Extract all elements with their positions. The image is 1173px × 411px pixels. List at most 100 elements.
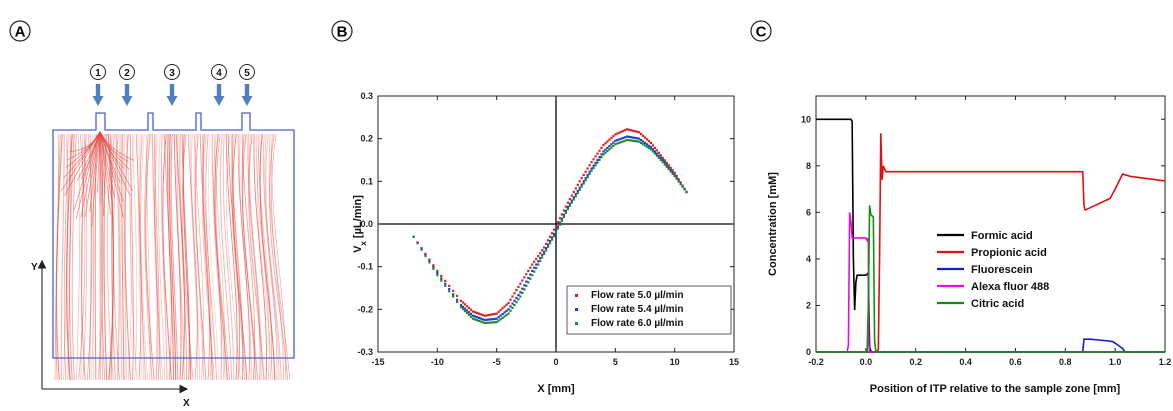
x-direction-label: X (183, 398, 190, 409)
data-point (503, 305, 506, 308)
panel-a-badge (9, 20, 31, 42)
x-tick-label: 10 (670, 357, 680, 367)
streamline (175, 133, 186, 381)
streamline (255, 133, 270, 381)
y-tick-label: 0.2 (360, 134, 373, 144)
data-point (558, 221, 562, 224)
data-point (452, 289, 455, 292)
y-tick-label: -0.1 (357, 262, 373, 272)
data-point (661, 156, 664, 159)
streamline (257, 133, 272, 381)
data-point (562, 215, 566, 218)
data-point (436, 269, 439, 273)
data-point (471, 317, 475, 320)
data-point (537, 254, 540, 258)
streamline (65, 133, 73, 381)
streamline (241, 133, 256, 381)
data-point (461, 308, 465, 311)
streamline (167, 133, 175, 381)
data-point (653, 150, 656, 153)
x-tick-label: 0.6 (1009, 357, 1022, 367)
data-point (584, 170, 587, 173)
data-point (628, 135, 631, 138)
data-point (479, 320, 482, 323)
inlet-1-circle (90, 64, 106, 80)
data-point (681, 185, 684, 188)
data-point (463, 303, 467, 306)
data-point (428, 259, 431, 263)
x-tick-label: 0.2 (909, 357, 922, 367)
streamline (249, 133, 263, 381)
data-point (677, 178, 680, 181)
data-point (523, 288, 526, 291)
data-point (487, 318, 490, 321)
data-point (572, 198, 575, 201)
data-point (667, 168, 670, 171)
streamline (168, 133, 177, 381)
data-point (572, 196, 575, 199)
streamline (231, 133, 244, 381)
data-point (667, 164, 670, 167)
x-tick-label: -5 (493, 357, 501, 367)
data-point (546, 243, 550, 246)
streamline (205, 133, 218, 381)
streamline (129, 133, 138, 381)
data-point (537, 263, 540, 266)
data-point (491, 321, 494, 324)
data-point (576, 189, 579, 193)
streamline (256, 133, 274, 381)
data-point (602, 143, 605, 147)
data-point (675, 177, 678, 180)
streamline (139, 133, 147, 381)
data-point (505, 309, 508, 312)
data-point (624, 139, 627, 142)
data-point (489, 321, 492, 324)
data-point (566, 201, 569, 204)
data-point (531, 269, 534, 273)
data-point (637, 131, 641, 134)
data-point (610, 146, 613, 149)
streamline (60, 133, 65, 381)
streamline (144, 133, 153, 381)
data-point (477, 319, 480, 322)
data-point (641, 134, 645, 137)
data-point (541, 249, 544, 252)
data-point (667, 166, 670, 169)
data-point (493, 312, 496, 316)
data-point (456, 300, 459, 303)
streamline (237, 133, 250, 381)
data-point (632, 136, 635, 139)
data-point (645, 138, 649, 141)
data-point (630, 136, 633, 139)
data-point (614, 133, 617, 136)
data-point (459, 303, 463, 307)
data-point (529, 277, 532, 280)
data-point (491, 318, 494, 321)
data-point (564, 211, 567, 215)
streamline (181, 133, 194, 381)
streamline (176, 133, 185, 381)
data-point (548, 235, 552, 238)
data-point (552, 232, 556, 236)
y-tick-label: 4 (806, 254, 811, 264)
streamline (135, 133, 142, 381)
data-point (639, 141, 643, 145)
data-point (481, 321, 484, 324)
data-point (659, 154, 662, 157)
data-point (637, 137, 641, 140)
data-point (517, 285, 520, 289)
data-point (647, 146, 651, 150)
streamline (123, 133, 127, 381)
panel-b-axes: -15 -10 -5 0 5 10 15 -0.3 -0.2 -0.1 0.0 0.1 0.2 0.3 (357, 91, 739, 367)
data-point (558, 223, 562, 226)
data-point (584, 179, 587, 182)
data-point (545, 242, 548, 246)
data-point (665, 161, 668, 164)
data-point (436, 271, 439, 275)
data-point (645, 143, 649, 146)
data-point (495, 321, 498, 324)
streamline (242, 133, 259, 381)
data-point (572, 190, 575, 194)
data-point (566, 207, 569, 211)
series-3 (412, 138, 688, 325)
